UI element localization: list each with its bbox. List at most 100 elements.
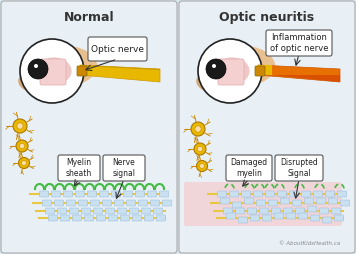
FancyBboxPatch shape (75, 191, 84, 197)
Circle shape (19, 143, 25, 149)
FancyBboxPatch shape (316, 198, 325, 204)
FancyBboxPatch shape (40, 191, 48, 197)
FancyBboxPatch shape (124, 191, 132, 197)
Text: Myelin
sheath: Myelin sheath (66, 158, 92, 178)
FancyBboxPatch shape (239, 213, 247, 219)
FancyBboxPatch shape (218, 191, 226, 197)
FancyBboxPatch shape (96, 215, 105, 221)
FancyBboxPatch shape (132, 215, 141, 221)
FancyBboxPatch shape (77, 66, 87, 76)
FancyBboxPatch shape (58, 208, 67, 214)
FancyBboxPatch shape (302, 191, 310, 197)
FancyBboxPatch shape (103, 155, 145, 181)
Text: Inflammation
of optic nerve: Inflammation of optic nerve (270, 33, 328, 53)
Circle shape (13, 119, 27, 133)
FancyBboxPatch shape (260, 208, 268, 214)
FancyBboxPatch shape (82, 208, 90, 214)
FancyBboxPatch shape (61, 215, 69, 221)
Circle shape (199, 164, 204, 168)
FancyBboxPatch shape (79, 200, 88, 206)
FancyBboxPatch shape (331, 206, 340, 212)
Text: Optic neuritis: Optic neuritis (219, 11, 315, 24)
Circle shape (17, 123, 23, 129)
FancyBboxPatch shape (220, 202, 230, 208)
Polygon shape (270, 75, 340, 82)
FancyBboxPatch shape (247, 208, 257, 214)
FancyBboxPatch shape (88, 191, 96, 197)
FancyBboxPatch shape (84, 215, 94, 221)
Text: Normal: Normal (64, 11, 114, 24)
FancyBboxPatch shape (314, 191, 323, 197)
FancyBboxPatch shape (109, 215, 117, 221)
Text: Nerve
signal: Nerve signal (112, 158, 136, 178)
FancyBboxPatch shape (1, 1, 177, 253)
FancyBboxPatch shape (42, 200, 52, 206)
FancyBboxPatch shape (268, 202, 277, 208)
FancyBboxPatch shape (337, 191, 346, 197)
FancyBboxPatch shape (230, 191, 239, 197)
Circle shape (197, 146, 203, 152)
Circle shape (197, 161, 208, 171)
Ellipse shape (36, 57, 72, 85)
FancyBboxPatch shape (293, 202, 302, 208)
Circle shape (191, 122, 205, 136)
FancyBboxPatch shape (266, 30, 332, 56)
FancyBboxPatch shape (141, 208, 151, 214)
FancyBboxPatch shape (257, 202, 266, 208)
FancyBboxPatch shape (117, 208, 126, 214)
FancyBboxPatch shape (63, 191, 73, 197)
FancyBboxPatch shape (277, 191, 287, 197)
FancyBboxPatch shape (46, 208, 54, 214)
Polygon shape (80, 65, 160, 82)
FancyBboxPatch shape (162, 200, 172, 206)
FancyBboxPatch shape (94, 208, 103, 214)
FancyBboxPatch shape (281, 200, 289, 206)
FancyBboxPatch shape (58, 155, 100, 181)
FancyBboxPatch shape (253, 191, 262, 197)
FancyBboxPatch shape (287, 213, 295, 219)
FancyBboxPatch shape (159, 191, 168, 197)
FancyBboxPatch shape (126, 200, 136, 206)
FancyBboxPatch shape (48, 215, 58, 221)
FancyBboxPatch shape (138, 200, 147, 206)
FancyBboxPatch shape (274, 215, 283, 221)
FancyBboxPatch shape (218, 59, 244, 85)
FancyBboxPatch shape (275, 155, 323, 181)
FancyBboxPatch shape (226, 155, 272, 181)
Circle shape (20, 39, 84, 103)
FancyBboxPatch shape (73, 215, 82, 221)
FancyBboxPatch shape (145, 215, 153, 221)
FancyBboxPatch shape (115, 200, 124, 206)
Polygon shape (258, 65, 272, 75)
Circle shape (206, 59, 226, 79)
Circle shape (198, 39, 262, 103)
FancyBboxPatch shape (147, 191, 157, 197)
FancyBboxPatch shape (90, 200, 99, 206)
FancyBboxPatch shape (251, 215, 260, 221)
FancyBboxPatch shape (52, 191, 61, 197)
FancyBboxPatch shape (266, 191, 274, 197)
Circle shape (21, 161, 26, 165)
FancyBboxPatch shape (325, 191, 335, 197)
Ellipse shape (27, 45, 97, 87)
FancyBboxPatch shape (335, 217, 344, 223)
FancyBboxPatch shape (136, 191, 145, 197)
FancyBboxPatch shape (54, 200, 63, 206)
FancyBboxPatch shape (157, 215, 166, 221)
Circle shape (195, 126, 201, 132)
FancyBboxPatch shape (298, 213, 308, 219)
FancyBboxPatch shape (323, 215, 331, 221)
FancyBboxPatch shape (272, 206, 281, 212)
Circle shape (34, 64, 38, 68)
Text: © AboutKidsHealth.ca: © AboutKidsHealth.ca (279, 241, 340, 246)
Text: Disrupted
Signal: Disrupted Signal (280, 158, 318, 178)
FancyBboxPatch shape (262, 217, 272, 223)
FancyBboxPatch shape (40, 59, 66, 85)
FancyBboxPatch shape (153, 208, 162, 214)
Circle shape (212, 64, 216, 68)
FancyBboxPatch shape (67, 200, 75, 206)
Text: Damaged
myelin: Damaged myelin (230, 158, 268, 178)
FancyBboxPatch shape (236, 206, 245, 212)
Ellipse shape (196, 67, 254, 96)
Ellipse shape (205, 45, 275, 87)
